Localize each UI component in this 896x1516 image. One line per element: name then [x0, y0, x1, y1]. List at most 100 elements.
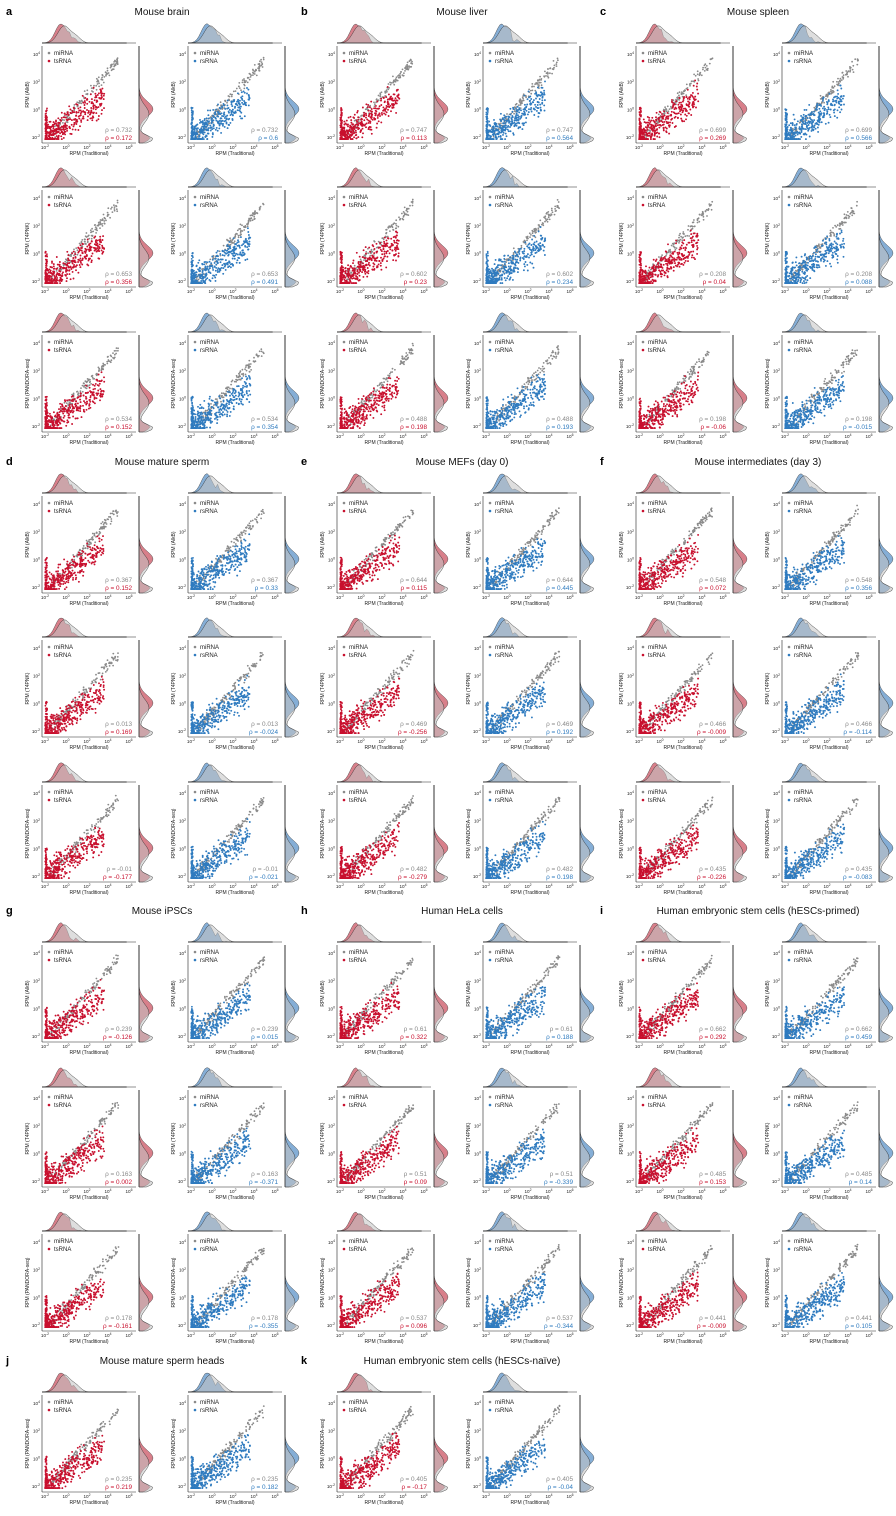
- rs-point: [207, 121, 209, 123]
- legend-ts-marker: [48, 60, 51, 63]
- rs-point: [207, 124, 209, 126]
- rs-point: [222, 123, 224, 125]
- rs-point: [231, 253, 233, 255]
- rs-point: [248, 104, 250, 106]
- ts-point: [93, 247, 95, 249]
- x-tick-label: 104: [104, 144, 111, 150]
- ts-point: [66, 267, 68, 269]
- rs-point: [230, 114, 232, 116]
- mirna-point: [252, 219, 254, 221]
- ts-point: [60, 119, 62, 121]
- rs-point: [242, 252, 244, 254]
- rs-point: [192, 137, 194, 139]
- ts-point: [51, 266, 53, 268]
- mirna-point: [253, 214, 255, 216]
- ts-point: [100, 94, 102, 96]
- y-density: [139, 190, 153, 287]
- mirna-point: [242, 82, 244, 84]
- scatter-plot-rs: 10-2 100 102 104 10610-2100102104RPM (Tradit…: [171, 168, 299, 301]
- mirna-point: [77, 249, 79, 251]
- ts-point: [61, 117, 63, 119]
- mirna-point: [114, 60, 116, 62]
- mirna-point: [114, 210, 116, 212]
- mirna-point: [110, 208, 112, 210]
- ts-point: [82, 243, 84, 245]
- ts-point: [79, 249, 81, 251]
- ts-point: [63, 116, 65, 118]
- ts-point: [46, 256, 48, 258]
- rs-point: [240, 236, 242, 238]
- rs-point: [243, 242, 245, 244]
- ts-point: [53, 273, 55, 275]
- ts-point: [91, 101, 93, 103]
- mirna-point: [217, 108, 219, 110]
- ts-point: [87, 119, 89, 121]
- ts-point: [50, 272, 52, 274]
- mirna-point: [100, 222, 102, 224]
- ts-point: [52, 127, 54, 129]
- rs-point: [212, 109, 214, 111]
- mirna-point: [81, 100, 83, 102]
- ts-point: [45, 129, 47, 131]
- rs-point: [197, 127, 199, 129]
- rs-point: [237, 239, 239, 241]
- rs-point: [200, 280, 202, 282]
- ts-point: [88, 260, 90, 262]
- ts-point: [90, 261, 92, 263]
- ts-point: [54, 275, 56, 277]
- ts-point: [66, 264, 68, 266]
- mirna-point: [91, 87, 93, 89]
- x-tick-exp: 0: [214, 144, 216, 148]
- ts-point: [46, 109, 48, 111]
- rs-point: [218, 127, 220, 129]
- rs-point: [199, 122, 201, 124]
- ts-point: [79, 266, 81, 268]
- ts-point: [57, 124, 59, 126]
- ts-point: [91, 98, 93, 100]
- rs-point: [233, 100, 235, 102]
- rs-point: [195, 124, 197, 126]
- mirna-point: [116, 60, 118, 62]
- mirna-point: [95, 85, 97, 87]
- ts-point: [81, 247, 83, 249]
- rs-point: [207, 114, 209, 116]
- legend-mirna-marker: [48, 196, 51, 199]
- rho-value: 0.732: [116, 127, 132, 134]
- rs-point: [191, 133, 193, 135]
- ts-point: [73, 278, 75, 280]
- x-tick-exp: 2: [89, 144, 91, 148]
- rs-point: [225, 259, 227, 261]
- mirna-point: [242, 79, 244, 81]
- rs-point: [238, 245, 240, 247]
- ts-point: [101, 245, 103, 247]
- ts-point: [83, 111, 85, 113]
- rs-point: [211, 126, 213, 128]
- ts-point: [46, 280, 48, 282]
- rs-point: [239, 115, 241, 117]
- rho-prefix: ρ =: [105, 135, 116, 142]
- rs-point: [233, 237, 235, 239]
- ts-point: [64, 133, 66, 135]
- x-density: [188, 24, 282, 43]
- ts-point: [80, 255, 82, 257]
- rs-point: [205, 278, 207, 280]
- rs-point: [218, 120, 220, 122]
- rs-point: [225, 269, 227, 271]
- x-density: [188, 168, 282, 187]
- y-tick-label: 102: [33, 223, 40, 229]
- ts-point: [79, 264, 81, 266]
- mirna-point: [91, 90, 93, 92]
- ts-point: [66, 119, 68, 121]
- rs-point: [213, 275, 215, 277]
- ts-point: [58, 270, 60, 272]
- ts-point: [53, 268, 55, 270]
- rs-point: [214, 117, 216, 119]
- x-tick-exp: -2: [46, 144, 49, 148]
- mirna-point: [62, 122, 64, 124]
- rs-point: [200, 127, 202, 129]
- rs-point: [246, 246, 248, 248]
- y-tick-exp: -2: [183, 134, 186, 138]
- rs-point: [217, 250, 219, 252]
- mirna-point: [254, 210, 256, 212]
- mirna-point: [84, 90, 86, 92]
